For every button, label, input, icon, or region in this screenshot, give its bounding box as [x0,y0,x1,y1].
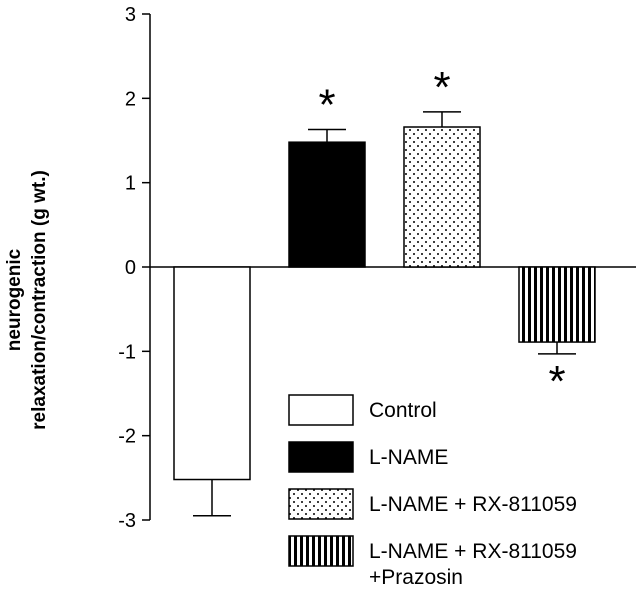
legend-label-1: L-NAME [369,446,448,469]
error-bar-2 [423,111,461,128]
legend-label-3-line-1: +Prazosin [369,566,463,589]
y-axis-label-line-1: neurogenic [4,248,25,351]
bar-0 [173,266,251,481]
y-tick-label: 3 [125,4,136,26]
bar-1 [288,141,366,268]
y-tick-label: 2 [125,88,136,110]
error-bars [193,111,576,517]
y-tick-label: 0 [125,257,136,279]
y-tick-label: -2 [118,426,136,448]
y-tick-label: -3 [118,510,136,532]
y-axis-label-line-2: relaxation/contraction (g wt.) [29,170,50,430]
bars [173,126,596,481]
y-axis-label: neurogenic relaxation/contraction (g wt.… [4,170,50,430]
legend-swatch-2 [288,488,354,520]
error-bar-3 [538,342,576,355]
error-bar-0 [193,479,231,517]
legend-label-3-line-0: L-NAME + RX-811059 [369,540,577,563]
significance-star-1: * [318,81,335,130]
bar-2 [403,126,481,268]
legend-label-2: L-NAME + RX-811059 [369,493,577,516]
y-tick-label: -1 [118,341,136,363]
legend-label-0: Control [369,399,437,422]
legend-swatch-1 [288,441,354,473]
bar-3 [518,266,596,343]
significance-star-3: * [548,357,565,406]
significance-star-2: * [433,63,450,112]
error-bar-1 [308,128,346,143]
significance-markers: * * * [318,63,565,406]
legend-swatch-0 [288,394,354,426]
legend: Control L-NAME L-NAME + RX-811059 L-NAME + … [288,394,577,589]
y-ticks: 3 2 1 0 -1 -2 -3 [118,4,150,532]
y-tick-label: 1 [125,173,136,195]
legend-swatch-3 [288,535,354,567]
